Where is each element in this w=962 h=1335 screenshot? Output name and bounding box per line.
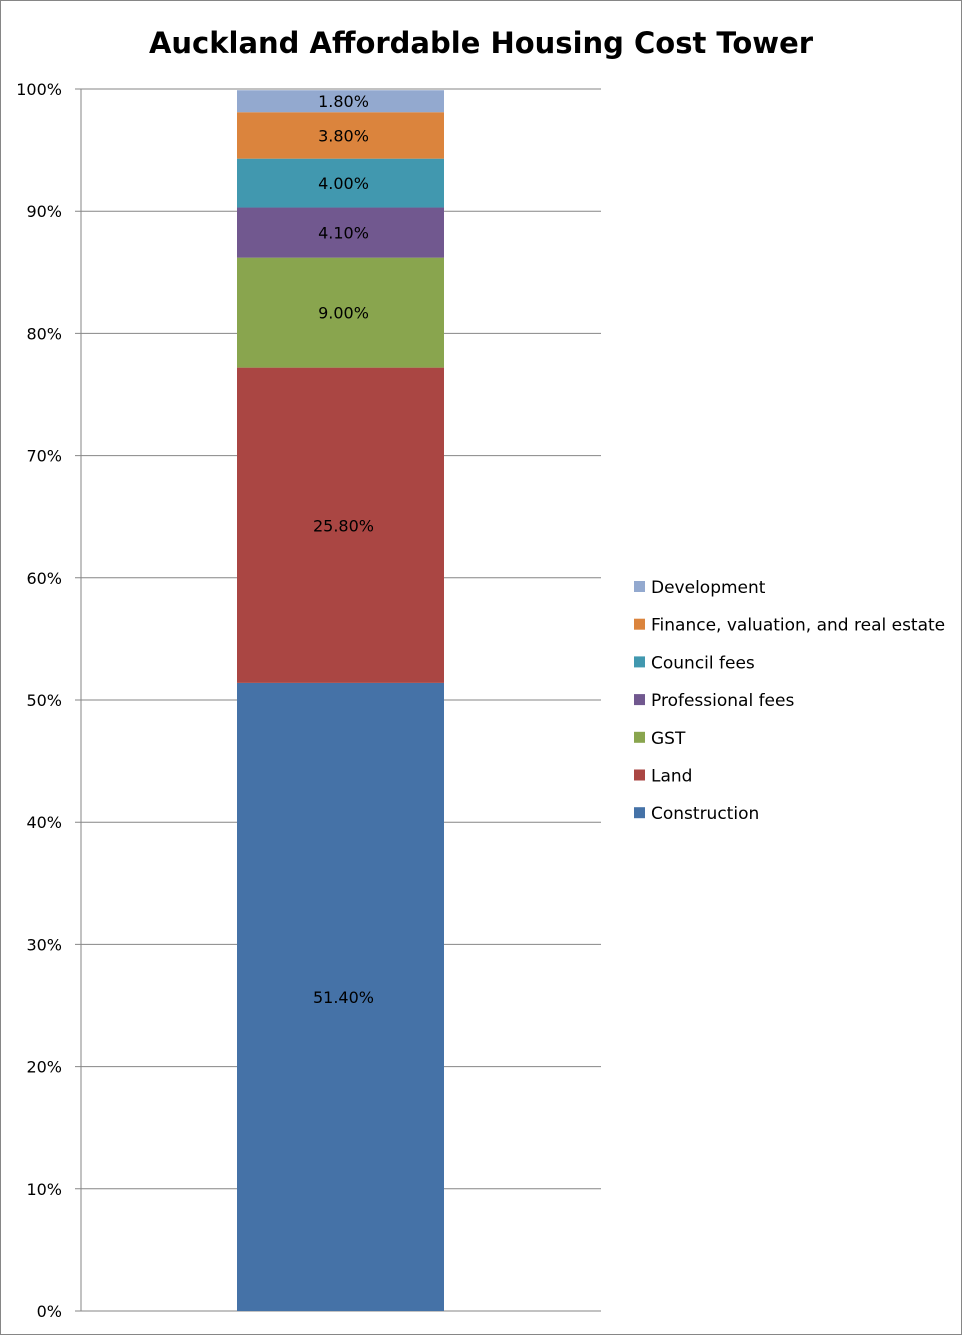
y-tick-label: 10% — [26, 1180, 62, 1199]
data-label: 4.00% — [318, 174, 369, 193]
legend-label: Development — [651, 578, 766, 598]
data-labels: 51.40% 25.80% 9.00% 4.10% 4.00% 3.80% 1.80% — [313, 92, 374, 1007]
data-label: 1.80% — [318, 92, 369, 111]
legend-label: Construction — [651, 804, 759, 824]
legend-swatch — [634, 807, 645, 819]
y-tick-label: 80% — [26, 324, 62, 343]
legend-swatch — [634, 731, 645, 743]
bar-segment-council-fees — [237, 158, 444, 208]
y-tick-label: 70% — [26, 447, 62, 466]
y-tick-label: 90% — [26, 202, 62, 221]
bar-segment-construction — [237, 682, 444, 1311]
bar-segment-development — [237, 90, 444, 113]
y-tick-label: 100% — [16, 80, 62, 99]
legend-label: Finance, valuation, and real estate — [651, 616, 945, 636]
legend-label: Professional fees — [651, 691, 794, 711]
y-tick-label: 0% — [37, 1302, 62, 1321]
y-tick-label: 20% — [26, 1058, 62, 1077]
bar-segment-land — [237, 367, 444, 683]
y-tick-label: 40% — [26, 813, 62, 832]
legend-label: Land — [651, 767, 692, 787]
data-label: 9.00% — [318, 304, 369, 323]
legend-label: Council fees — [651, 653, 755, 673]
legend-swatch — [634, 581, 645, 592]
data-label: 25.80% — [313, 516, 374, 535]
data-label: 51.40% — [313, 988, 374, 1007]
y-axis-ticks: 0% 10% 20% 30% 40% 50% 60% 70% 80% 90% 100% — [16, 80, 62, 1321]
legend-swatch — [634, 618, 645, 630]
data-label: 4.10% — [318, 224, 369, 243]
data-label: 3.80% — [318, 126, 369, 145]
bar-segments — [237, 90, 444, 1311]
y-tick-label: 30% — [26, 935, 62, 954]
legend-label: GST — [651, 729, 686, 749]
bar-segment-gst — [237, 257, 444, 368]
legend-swatch — [634, 694, 645, 706]
legend: Development Finance, valuation, and real … — [634, 578, 945, 824]
y-tick-label: 60% — [26, 569, 62, 588]
chart-title: Auckland Affordable Housing Cost Tower — [149, 26, 814, 60]
bar-segment-finance-valuation-and-real-estate — [237, 112, 444, 159]
legend-swatch — [634, 656, 645, 668]
legend-swatch — [634, 769, 645, 781]
y-tick-label: 50% — [26, 691, 62, 710]
bar-segment-professional-fees — [237, 207, 444, 258]
